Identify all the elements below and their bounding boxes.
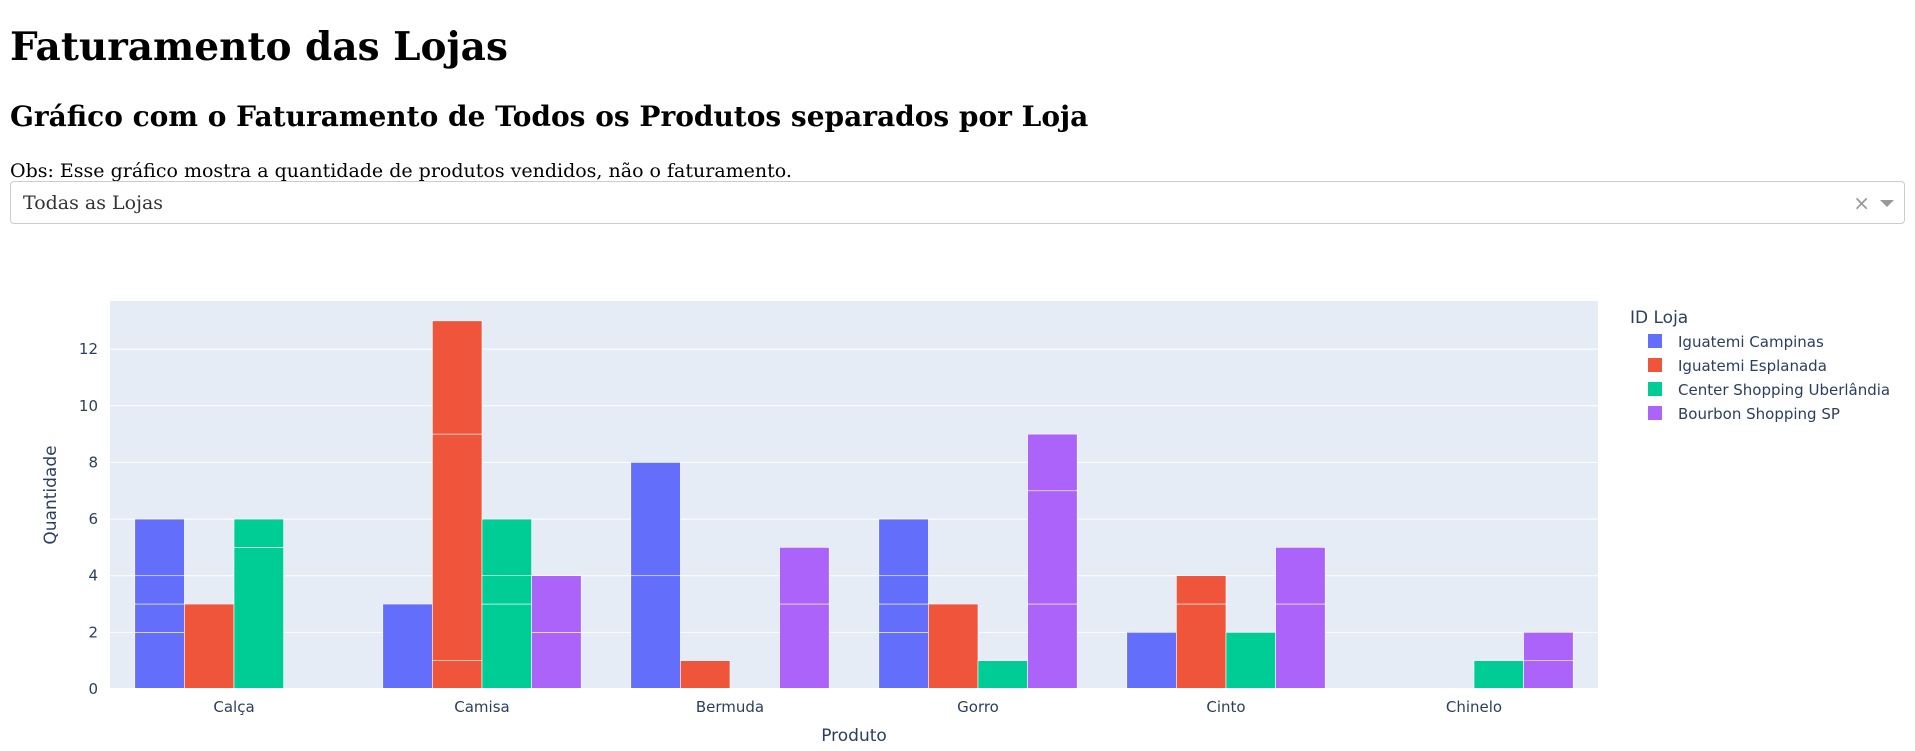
page-title: Faturamento das Lojas: [10, 24, 508, 70]
x-tick-label: Chinelo: [1446, 698, 1502, 716]
bar: [382, 603, 433, 690]
chart-note: Obs: Esse gráfico mostra a quantidade de…: [10, 160, 792, 182]
legend-label: Center Shopping Uberlândia: [1678, 381, 1890, 399]
bar: [531, 632, 582, 690]
bar: [184, 603, 235, 690]
clear-icon[interactable]: ×: [1853, 191, 1870, 215]
bar: [1176, 603, 1227, 690]
bar: [481, 575, 532, 605]
y-tick-label: 10: [79, 397, 98, 415]
x-tick-label: Bermuda: [696, 698, 764, 716]
bar: [878, 575, 929, 605]
bar: [134, 632, 185, 690]
plot-background: [110, 301, 1598, 689]
bar: [1225, 632, 1276, 690]
bar: [233, 547, 284, 690]
bar: [779, 547, 830, 605]
bar: [878, 632, 929, 690]
bar: [1275, 603, 1326, 690]
x-tick-label: Cinto: [1206, 698, 1245, 716]
bar: [630, 575, 681, 690]
bar: [134, 603, 185, 633]
bar: [481, 518, 532, 577]
bar: [1126, 632, 1177, 690]
legend-swatch: [1648, 382, 1662, 396]
bar: [1523, 632, 1574, 661]
bar: [977, 660, 1028, 690]
bar: [1473, 660, 1524, 690]
bar: [134, 575, 185, 605]
bar: [134, 518, 185, 577]
x-tick-label: Calça: [213, 698, 254, 716]
y-tick-label: 12: [79, 340, 98, 358]
chart-section-heading: Gráfico com o Faturamento de Todos os Pr…: [10, 100, 1089, 133]
bar: [233, 518, 284, 548]
bar: [1027, 433, 1078, 492]
bar: [630, 462, 681, 577]
x-tick-label: Camisa: [454, 698, 509, 716]
legend-swatch: [1648, 358, 1662, 372]
bar: [680, 660, 731, 690]
bar: [531, 575, 582, 633]
bar: [1523, 660, 1574, 690]
bar: [928, 603, 979, 690]
bar: [1027, 603, 1078, 690]
x-tick-label: Gorro: [957, 698, 999, 716]
store-filter-dropdown[interactable]: Todas as Lojas ×: [10, 181, 1905, 224]
bar: [1176, 575, 1227, 605]
bar: [432, 320, 483, 435]
y-tick-label: 0: [88, 680, 98, 698]
bar: [878, 603, 929, 633]
bar: [878, 518, 929, 577]
bar: [432, 433, 483, 661]
y-tick-label: 2: [88, 623, 98, 641]
legend-title: ID Loja: [1630, 308, 1688, 328]
x-axis-title: Produto: [821, 726, 887, 746]
legend-swatch: [1648, 334, 1662, 348]
y-tick-label: 8: [88, 453, 98, 471]
bar: [779, 603, 830, 690]
bar-chart: 0 2 4 6 8 10 12 Calça Camisa Bermuda Gorro Cinto Chi…: [41, 301, 1890, 746]
bar: [481, 603, 532, 690]
y-tick-label: 4: [88, 567, 98, 585]
y-axis-title: Quantidade: [41, 445, 61, 544]
legend-label: Bourbon Shopping SP: [1678, 405, 1840, 423]
bar: [1275, 547, 1326, 605]
bar: [1027, 490, 1078, 605]
legend-label: Iguatemi Campinas: [1678, 333, 1824, 351]
legend-label: Iguatemi Esplanada: [1678, 357, 1827, 375]
chevron-down-icon[interactable]: [1880, 200, 1894, 207]
bar: [432, 660, 483, 690]
y-tick-label: 6: [88, 510, 98, 528]
legend-swatch: [1648, 406, 1662, 420]
dropdown-selected-value: Todas as Lojas: [23, 192, 164, 214]
